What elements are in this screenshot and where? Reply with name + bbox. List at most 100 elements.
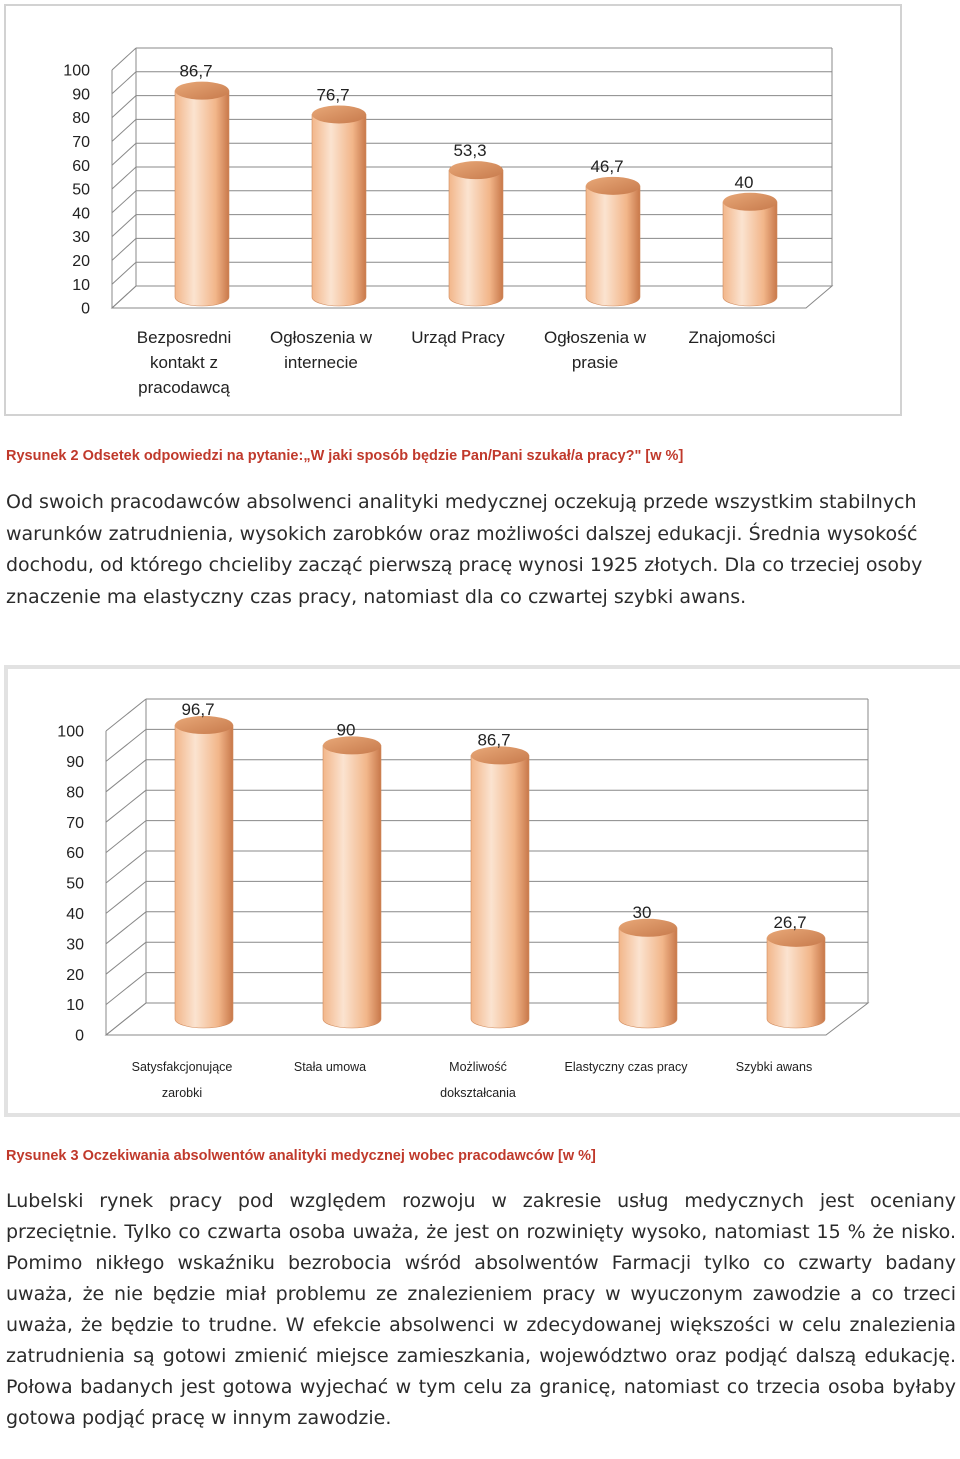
y-tick-label: 10: [66, 997, 84, 1014]
bar-body: [322, 745, 382, 1029]
gridline-left-wall: [111, 95, 137, 118]
bar-top: [767, 928, 825, 947]
figure-3-caption: Rysunek 3 Oczekiwania absolwentów analit…: [6, 1148, 596, 1164]
y-tick-label: 60: [72, 158, 90, 175]
bar-top: [723, 192, 777, 211]
y-tick-label: 0: [75, 1028, 84, 1045]
bar: [470, 746, 530, 1029]
chart-floor: [110, 285, 834, 309]
chart-1-frame: 0 10 20 30 40 50 60 70 80 90 100 86,7 Bezposredni kon…: [4, 4, 902, 416]
gridline-left-wall: [105, 911, 147, 945]
gridline-left-wall: [111, 119, 137, 142]
data-label: 53,3: [453, 141, 486, 160]
bar-body: [766, 937, 826, 1029]
data-label: 86,7: [179, 62, 212, 81]
data-label: 30: [633, 903, 652, 922]
bar: [618, 918, 678, 1029]
y-tick-label: 70: [72, 134, 90, 151]
data-label: 26,7: [773, 913, 806, 932]
data-label: 96,7: [181, 700, 214, 719]
category-label: kontakt z: [150, 353, 218, 372]
category-label: Ogłoszenia w: [544, 328, 647, 347]
gridline-left-wall: [105, 698, 147, 732]
bar-body: [618, 927, 678, 1029]
bar: [322, 736, 382, 1029]
y-tick-label: 50: [72, 182, 90, 199]
gridline-left-wall: [111, 261, 137, 285]
data-label: 46,7: [590, 157, 623, 176]
chart-1: 0 10 20 30 40 50 60 70 80 90 100 86,7 Bezposredni kon…: [63, 47, 834, 397]
bar: [722, 192, 778, 307]
gridline-left-wall: [105, 729, 147, 762]
category-label: internecie: [284, 353, 358, 372]
category-label: Bezposredni: [137, 328, 232, 347]
category-label: Stała umowa: [294, 1060, 366, 1074]
data-label: 76,7: [316, 85, 349, 104]
bar: [174, 716, 234, 1029]
category-label: pracodawcą: [138, 378, 230, 397]
gridline-left-wall: [111, 142, 137, 166]
data-label: 90: [337, 720, 356, 739]
gridline-left-wall: [111, 190, 137, 214]
data-label: 86,7: [477, 730, 510, 749]
bar-body: [722, 201, 778, 307]
bar-body: [470, 755, 530, 1029]
y-tick-label: 80: [66, 784, 84, 801]
gridline-left-wall: [105, 941, 147, 975]
category-label: Ogłoszenia w: [270, 328, 373, 347]
gridline-left-wall: [105, 759, 147, 793]
gridline-left-wall: [105, 789, 147, 823]
category-label: zarobki: [162, 1086, 202, 1100]
y-tick-label: 40: [66, 906, 84, 923]
figure-2-caption: Rysunek 2 Odsetek odpowiedzi na pytanie:…: [6, 448, 684, 464]
gridline-left-wall: [111, 214, 137, 237]
y-tick-label: 50: [66, 876, 84, 893]
y-tick-label: 60: [66, 845, 84, 862]
bar-body: [311, 114, 367, 307]
category-label: dokształcania: [440, 1086, 516, 1100]
bar-top: [586, 176, 640, 195]
y-tick-label: 100: [63, 63, 90, 80]
gridline-left-wall: [111, 47, 137, 71]
gridline-left-wall: [111, 71, 137, 95]
y-tick-label: 0: [81, 301, 90, 318]
bar-top: [175, 716, 233, 735]
gridline-left-wall: [105, 820, 147, 853]
bar-body: [448, 169, 504, 307]
category-label: Znajomości: [689, 328, 776, 347]
paragraph-2: Lubelski rynek pracy pod względem rozwoj…: [6, 1190, 956, 1429]
chart-floor: [104, 1002, 870, 1036]
category-label: Szybki awans: [736, 1060, 812, 1074]
gridline-left-wall: [105, 850, 147, 884]
gridline-left-wall: [111, 238, 137, 261]
y-tick-label: 100: [57, 724, 84, 741]
bar-top: [323, 736, 381, 755]
gridline-left-wall: [105, 881, 147, 914]
y-tick-label: 70: [66, 815, 84, 832]
chart-2: 0 10 20 30 40 50 60 70 80 90 100 96,7 Satysfakcjonuj…: [57, 698, 870, 1100]
bar: [311, 105, 367, 307]
gridline-left-wall: [111, 166, 137, 190]
bar-top: [471, 746, 529, 765]
y-tick-label: 30: [66, 936, 84, 953]
category-label: Urząd Pracy: [411, 328, 505, 347]
bar: [766, 928, 826, 1029]
bar-top: [175, 81, 229, 100]
bar: [448, 161, 504, 307]
y-tick-label: 90: [72, 86, 90, 103]
bar-top: [312, 105, 366, 124]
chart-2-frame: 0 10 20 30 40 50 60 70 80 90 100 96,7 Satysfakcjonuj…: [4, 665, 960, 1117]
y-tick-label: 20: [72, 253, 90, 270]
paragraph-1: Od swoich pracodawców absolwenci anality…: [6, 491, 923, 608]
category-label: Satysfakcjonujące: [132, 1060, 233, 1074]
y-tick-label: 80: [72, 110, 90, 127]
y-tick-label: 10: [72, 277, 90, 294]
y-tick-label: 90: [66, 754, 84, 771]
bar-body: [174, 90, 230, 307]
data-label: 40: [735, 173, 754, 192]
category-label: Elastyczny czas pracy: [565, 1060, 689, 1074]
bar-top: [619, 918, 677, 937]
bar: [585, 176, 641, 307]
category-label: Możliwość: [449, 1060, 507, 1074]
y-tick-label: 20: [66, 967, 84, 984]
